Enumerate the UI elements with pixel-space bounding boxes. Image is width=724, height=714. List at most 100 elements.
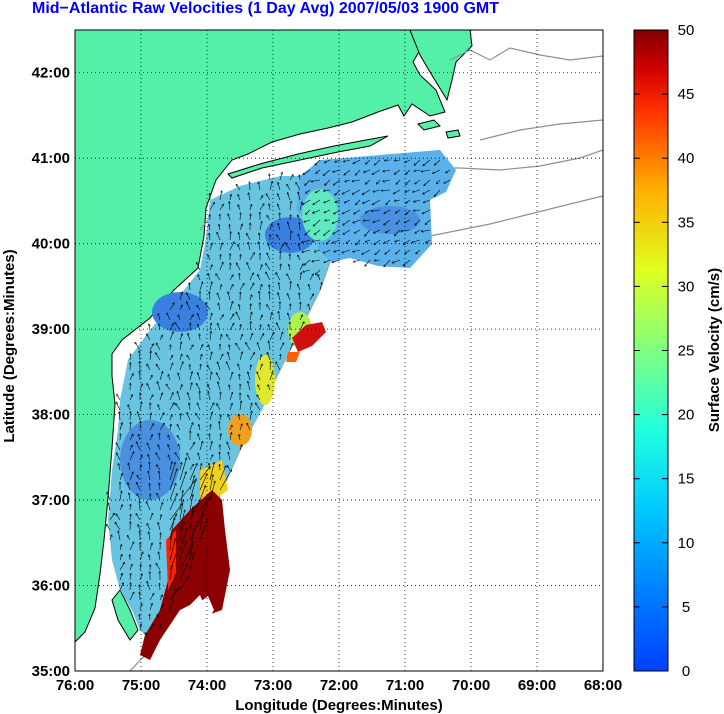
velocity-vector [199, 467, 210, 481]
velocity-vector [299, 322, 304, 331]
x-axis-label: Longitude (Degrees:Minutes) [235, 697, 443, 714]
colorbar-tick-label: 45 [678, 86, 695, 103]
velocity-vector [179, 305, 182, 311]
x-tick-label: 68:00 [584, 677, 622, 694]
velocity-vector [343, 219, 351, 225]
velocity-vector [209, 442, 212, 451]
velocity-vector [179, 528, 187, 551]
velocity-vector [246, 343, 251, 351]
velocity-vector [395, 239, 401, 242]
velocity-vector [116, 514, 121, 521]
velocity-vector [384, 259, 391, 267]
velocity-vector [189, 372, 192, 381]
velocity-vector [415, 179, 421, 184]
velocity-vector [197, 263, 201, 271]
velocity-vector [354, 209, 361, 214]
velocity-vector [159, 595, 162, 601]
velocity-vector [159, 515, 161, 521]
x-tick-label: 69:00 [518, 677, 556, 694]
velocity-vector [228, 452, 231, 461]
velocity-vector [199, 503, 207, 521]
velocity-vector [352, 179, 361, 181]
velocity-vector [176, 404, 181, 411]
velocity-vector [180, 414, 181, 421]
velocity-vector [199, 486, 205, 501]
velocity-vector [355, 169, 361, 175]
velocity-vector [303, 199, 311, 205]
velocity-vector [266, 264, 271, 271]
velocity-vector [280, 264, 281, 271]
velocity-vector [127, 536, 131, 541]
velocity-vector [130, 422, 131, 431]
velocity-vector [298, 192, 301, 201]
velocity-vector [149, 594, 154, 601]
velocity-vector [128, 405, 131, 411]
velocity-vector [297, 215, 301, 221]
velocity-vector [187, 413, 191, 421]
velocity-vector [279, 173, 282, 181]
velocity-vector [230, 232, 231, 241]
velocity-vector [147, 334, 151, 341]
velocity-vector [109, 513, 114, 521]
velocity-vector [188, 334, 191, 341]
velocity-vector [412, 239, 421, 243]
velocity-vector [178, 373, 181, 381]
velocity-vector [289, 265, 290, 271]
velocity-vector [139, 384, 142, 391]
velocity-vector [129, 472, 133, 481]
velocity-vector [169, 565, 172, 581]
velocity-vector [269, 313, 272, 321]
velocity-vector [249, 312, 252, 321]
velocity-vector [149, 624, 153, 631]
velocity-vector [159, 423, 164, 431]
velocity-vector [188, 393, 191, 401]
velocity-vector [384, 239, 391, 243]
land-cape-hatteras [111, 589, 139, 641]
velocity-vector [169, 356, 173, 361]
velocity-vector [169, 518, 174, 541]
velocity-vector [229, 425, 232, 431]
velocity-vector [135, 343, 141, 351]
colorbar-tick-label: 10 [678, 535, 695, 552]
velocity-vector [239, 445, 242, 451]
velocity-vector [248, 381, 251, 391]
velocity-vector [444, 179, 451, 183]
velocity-vector [148, 471, 151, 481]
velocity-vector [405, 189, 411, 192]
velocity-vector [118, 464, 121, 471]
y-tick-label: 39:00 [32, 321, 70, 338]
velocity-vector [299, 293, 300, 301]
velocity-vector [289, 343, 293, 351]
velocity-vector [299, 315, 302, 321]
velocity-vector [289, 201, 291, 211]
map-title: Mid−Atlantic Raw Velocities (1 Day Avg) … [32, 0, 500, 17]
velocity-vector [309, 274, 313, 281]
velocity-vector [305, 229, 311, 235]
velocity-vector [238, 364, 241, 371]
velocity-vector [278, 311, 281, 321]
velocity-vector [199, 441, 203, 451]
velocity-vector [309, 285, 311, 291]
velocity-vector [159, 433, 160, 441]
velocity-vector [363, 199, 371, 203]
colorbar-tick-label: 20 [678, 407, 695, 424]
velocity-vector [159, 372, 163, 381]
velocity-vector [197, 314, 201, 321]
velocity-vector [259, 204, 264, 211]
velocity-vector [158, 523, 161, 531]
velocity-vector [246, 233, 251, 241]
velocity-vector [239, 305, 240, 311]
x-tick-labels: 76:00 75:00 74:00 73:00 72:00 71:00 70:00 69:00… [56, 677, 622, 694]
velocity-vector [178, 315, 181, 321]
velocity-vector [219, 422, 220, 431]
velocity-vector [325, 179, 331, 185]
velocity-vector [249, 411, 252, 421]
velocity-vector [189, 403, 190, 411]
velocity-vector [280, 354, 281, 361]
velocity-vector [199, 334, 200, 341]
velocity-vector [169, 494, 177, 511]
velocity-vector [159, 503, 163, 511]
velocity-vector [304, 219, 311, 222]
velocity-vector [393, 189, 401, 194]
